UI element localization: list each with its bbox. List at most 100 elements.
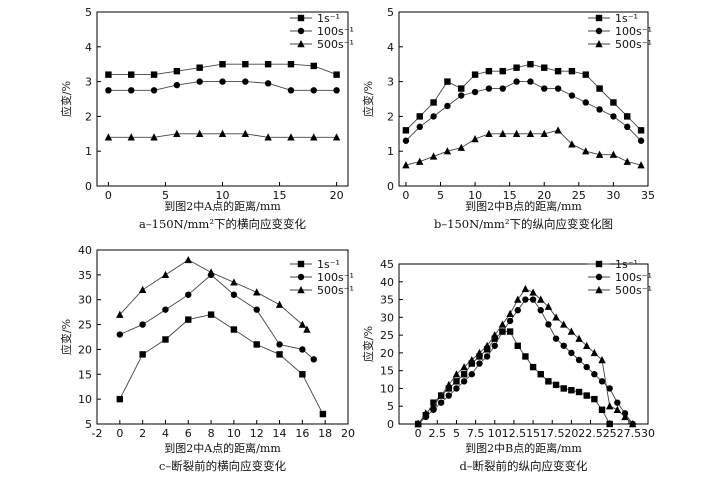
panel-d-series-0-point-12 [506,328,514,335]
panel-a-series-1-point-1 [128,87,135,94]
panel-d-x-tick-label-2: 5 [453,427,460,440]
panel-d-x-tick-label-8: 20 [564,427,578,440]
panel-d-series-1-point-13 [514,307,521,314]
panel-d-series-2-point-2 [429,402,438,410]
panel-d-series-2-point-5 [452,370,461,378]
panel-b-legend-marker-1 [595,27,603,35]
panel-a-series-0-point-9 [310,62,317,70]
panel-a-series-0-point-2 [150,71,158,78]
panel-b-y-tick-label-0: 0 [387,180,394,193]
panel-b-series-2-point-15 [609,150,618,158]
panel-d-series-1-point-12 [506,317,514,325]
panel-a-series-1-point-7 [264,80,272,87]
panel-c-x-tick-label-8: 14 [273,427,287,440]
panel-b-x-tick-label-2: 10 [468,189,482,202]
panel-c-series-0-line [119,314,324,415]
panel-d-x-tick-label-1: 2.5 [429,427,447,440]
panel-d-series-0-point-10 [491,335,498,342]
panel-b-series-0-point-10 [541,64,548,71]
panel-a-series-2-point-8 [287,133,295,141]
panel-d-y-axis-label: 应变/% [361,326,375,362]
panel-b-y-axis-label: 应变/% [361,81,375,117]
panel-d-series-0-point-21 [575,388,583,396]
panel-b-series-1-point-5 [471,88,479,96]
panel-b-series-0-point-17 [637,127,645,134]
panel-d-series-2-point-3 [437,391,445,399]
panel-c-legend-marker-0 [297,260,305,268]
panel-d-series-1-point-20 [568,349,575,357]
panel-d-x-tick-label-11: 27.5 [617,427,642,440]
panel-c-series-1-point-8 [299,346,306,353]
panel-c-series-2-point-6 [253,288,261,296]
panel-b-series-0-point-15 [610,99,617,106]
panel-d-series-2-point-19 [560,320,568,328]
panel-b-series-2-point-5 [471,135,479,143]
panel-c-series-0-point-0 [116,395,124,403]
panel-c-series-1-point-6 [253,306,260,313]
panel-b-series-1-point-10 [541,85,548,92]
panel-d-series-2-point-25 [605,402,614,410]
panel-a-y-tick-label-0: 0 [85,180,92,193]
panel-d-series-2-point-4 [445,380,453,389]
panel-a-legend-label-2: 500s⁻¹ [317,38,354,51]
panel-d-series-0-point-14 [522,353,529,360]
panel-a-series-0-point-6 [242,61,249,68]
panel-c-series-0-point-1 [139,351,146,358]
panel-a-series-0-point-3 [173,67,181,75]
panel-a-y-tick-label-1: 1 [85,145,92,158]
panel-c-x-tick-label-9: 16 [295,427,309,440]
panel-d-legend-marker-0 [595,260,603,268]
panel-a-legend-marker-0 [297,14,305,22]
panel-c-series-0-point-7 [276,351,283,358]
panel-a-y-axis-label: 应变/% [59,81,73,117]
panel-b-series-1-point-6 [485,85,493,92]
panel-b-series-2-line [405,129,642,166]
panel-c-legend-label-1: 100s⁻¹ [317,271,354,284]
panel-d-legend-label-2: 500s⁻¹ [615,284,652,297]
panel-d-series-1-point-5 [453,385,460,392]
panel-c-series-2-point-7 [275,300,284,308]
panel-c-series-1-line [119,274,315,360]
panel-a-series-1-point-0 [105,87,112,94]
panel-c-frame [96,249,349,425]
panel-c-series-2-line [119,259,308,330]
panel-c-series-2-point-2 [161,270,170,279]
panel-a-series-1-point-3 [173,81,181,89]
panel-d-y-tick-label-1: 5 [387,400,394,413]
panel-c-y-tick-label-4: 25 [78,319,92,332]
panel-c-series-2-point-0 [116,310,124,318]
panel-c-y-axis-label: 应变/% [59,319,73,355]
panel-d-x-tick-label-6: 15 [526,427,540,440]
panel-c-y-tick-label-7: 40 [78,244,92,257]
panel-d-series-0-point-19 [560,385,567,392]
panel-d-series-0-point-22 [583,392,590,399]
panel-b-x-tick-label-0: 0 [402,189,409,202]
panel-b-series-0-point-1 [416,113,423,120]
panel-d-series-1-point-22 [583,363,590,371]
panel-d-series-1-point-9 [483,353,491,360]
panel-b-series-0-point-16 [624,113,631,120]
panel-c-x-tick-label-11: 20 [341,427,355,440]
panel-c-series-2-point-9 [303,325,311,333]
panel-c-y-tick-label-6: 35 [78,269,92,282]
panel-b-series-2-point-7 [499,129,507,137]
panel-d-series-2-point-6 [460,363,468,371]
panel-a-x-tick-label-2: 10 [216,189,230,202]
panel-a-series-0-point-8 [287,61,295,68]
panel-c-y-tick-label-1: 10 [78,393,92,406]
panel-c-x-axis-label: 到图2中A点的距离/mm [164,441,281,455]
panel-a-series-1-point-2 [150,87,158,94]
panel-d-series-0-point-13 [514,342,521,349]
panel-d-series-2-point-7 [468,356,476,364]
panel-d-y-tick-label-2: 10 [380,382,394,395]
panel-a-series-2-point-3 [173,129,181,137]
panel-a-series-2-point-9 [310,133,318,141]
panel-a-series-1-point-9 [310,87,317,94]
panel-d-y-tick-label-4: 20 [380,347,394,360]
panel-c-series-0-point-2 [162,336,169,343]
panel-b-series-1-point-12 [568,92,576,99]
panel-b-frame [398,11,649,187]
panel-a-caption: a–150N/mm²下的横向应变变化 [139,217,306,231]
panel-a-series-1-point-4 [196,78,203,85]
